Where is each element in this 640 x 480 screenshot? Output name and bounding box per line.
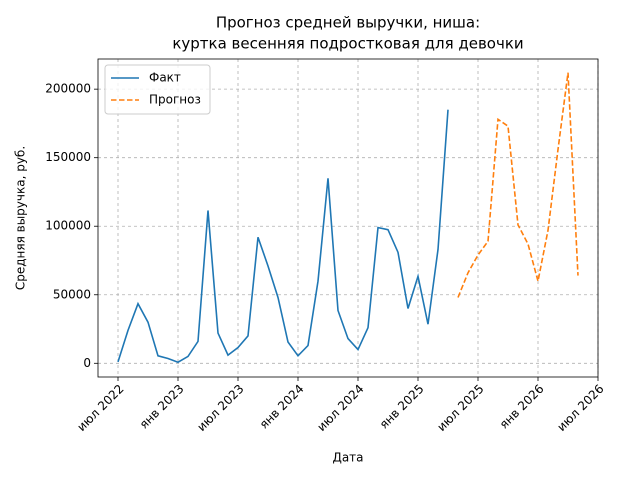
x-tick-label: июл 2026 <box>554 382 606 434</box>
x-tick-label: янв 2024 <box>257 382 307 432</box>
x-tick-label: июл 2024 <box>314 382 366 434</box>
chart-title: куртка весенняя подростковая для девочки <box>172 35 523 53</box>
y-tick-label: 50000 <box>53 287 91 301</box>
chart-title: Прогноз средней выручки, ниша: <box>216 14 480 32</box>
x-tick-label: янв 2026 <box>497 382 547 432</box>
x-tick-label: янв 2025 <box>377 382 427 432</box>
y-axis-label: Средняя выручка, руб. <box>14 146 28 290</box>
y-tick-label: 0 <box>83 356 91 370</box>
series-line <box>117 109 449 364</box>
y-tick-label: 200000 <box>45 82 91 96</box>
y-tick-label: 100000 <box>45 219 91 233</box>
plot-frame <box>97 58 599 378</box>
x-tick-label: июл 2025 <box>434 382 486 434</box>
legend-label: Прогноз <box>149 93 201 107</box>
x-tick-label: июл 2022 <box>74 382 126 434</box>
x-axis-label: Дата <box>332 451 363 465</box>
y-tick-label: 150000 <box>45 150 91 164</box>
legend-label: Факт <box>149 71 181 85</box>
x-tick-label: июл 2023 <box>194 382 246 434</box>
series-line <box>457 72 579 298</box>
x-tick-label: янв 2023 <box>137 382 187 432</box>
